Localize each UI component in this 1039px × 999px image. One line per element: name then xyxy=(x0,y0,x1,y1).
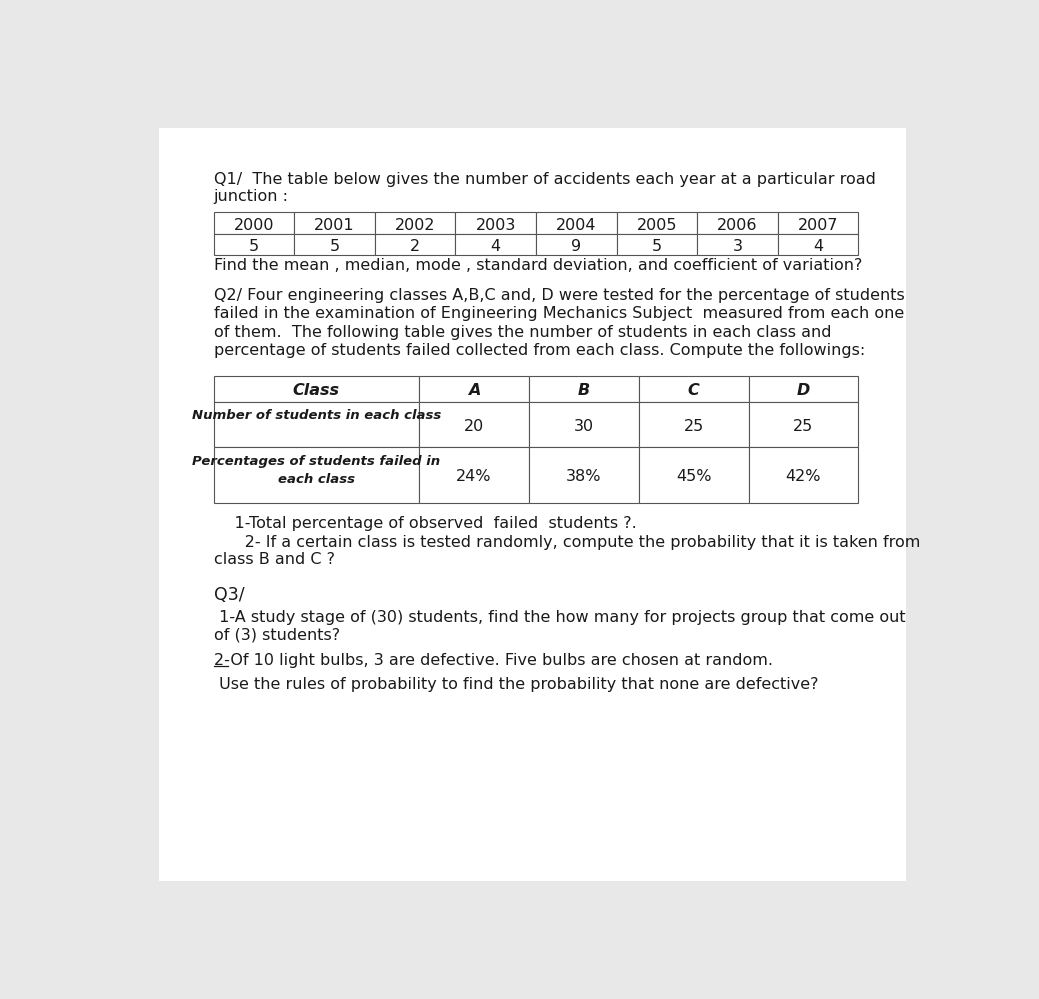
Text: 2004: 2004 xyxy=(556,218,596,233)
Bar xyxy=(214,403,419,448)
Text: A: A xyxy=(468,383,480,398)
Text: failed in the examination of Engineering Mechanics Subject  measured from each o: failed in the examination of Engineering… xyxy=(214,307,904,322)
Bar xyxy=(616,212,697,234)
Text: Class: Class xyxy=(293,383,340,398)
Bar xyxy=(455,234,536,256)
Text: 2005: 2005 xyxy=(637,218,677,233)
Bar xyxy=(778,234,858,256)
Text: 42%: 42% xyxy=(785,469,821,484)
Bar xyxy=(639,376,748,403)
Bar xyxy=(529,448,639,502)
Bar xyxy=(697,234,778,256)
Bar xyxy=(455,212,536,234)
Bar xyxy=(214,234,294,256)
Text: 2-Of 10 light bulbs, 3 are defective. Five bulbs are chosen at random.: 2-Of 10 light bulbs, 3 are defective. Fi… xyxy=(214,652,773,667)
Text: 25: 25 xyxy=(684,419,703,434)
Bar xyxy=(748,403,858,448)
Bar xyxy=(294,234,375,256)
Bar xyxy=(778,212,858,234)
Text: of them.  The following table gives the number of students in each class and: of them. The following table gives the n… xyxy=(214,325,831,340)
Text: 5: 5 xyxy=(651,239,662,254)
Text: 2- If a certain class is tested randomly, compute the probability that it is tak: 2- If a certain class is tested randomly… xyxy=(214,534,920,549)
Bar xyxy=(616,234,697,256)
Bar xyxy=(529,403,639,448)
Text: 2001: 2001 xyxy=(314,218,354,233)
Text: Percentages of students failed in: Percentages of students failed in xyxy=(192,455,441,468)
Text: Q2/ Four engineering classes A,B,C and, D were tested for the percentage of stud: Q2/ Four engineering classes A,B,C and, … xyxy=(214,288,904,303)
Bar xyxy=(748,448,858,502)
Text: 2: 2 xyxy=(410,239,420,254)
Bar xyxy=(748,376,858,403)
Text: 38%: 38% xyxy=(566,469,602,484)
Text: 2000: 2000 xyxy=(234,218,274,233)
Bar xyxy=(214,212,294,234)
Text: 30: 30 xyxy=(574,419,594,434)
Text: D: D xyxy=(797,383,810,398)
Text: each class: each class xyxy=(277,474,354,487)
Text: 4: 4 xyxy=(490,239,501,254)
Text: 2003: 2003 xyxy=(476,218,515,233)
Text: 1-A study stage of (30) students, find the how many for projects group that come: 1-A study stage of (30) students, find t… xyxy=(214,610,905,625)
Text: 2006: 2006 xyxy=(717,218,757,233)
Text: 2007: 2007 xyxy=(798,218,838,233)
Bar xyxy=(214,376,419,403)
Text: junction :: junction : xyxy=(214,189,289,204)
Bar xyxy=(639,403,748,448)
Bar xyxy=(697,212,778,234)
Bar xyxy=(294,212,375,234)
Text: 9: 9 xyxy=(571,239,582,254)
Text: 5: 5 xyxy=(248,239,259,254)
Text: Find the mean , median, mode , standard deviation, and coefficient of variation?: Find the mean , median, mode , standard … xyxy=(214,259,862,274)
Text: 24%: 24% xyxy=(456,469,491,484)
Bar xyxy=(419,448,529,502)
Text: B: B xyxy=(578,383,590,398)
Bar xyxy=(419,403,529,448)
Bar xyxy=(214,448,419,502)
Text: 45%: 45% xyxy=(675,469,712,484)
Text: 2002: 2002 xyxy=(395,218,435,233)
Bar xyxy=(536,234,616,256)
Bar xyxy=(375,234,455,256)
Text: Q3/: Q3/ xyxy=(214,585,244,603)
Text: Q1/  The table below gives the number of accidents each year at a particular roa: Q1/ The table below gives the number of … xyxy=(214,172,876,187)
Text: Number of students in each class: Number of students in each class xyxy=(191,409,441,422)
Text: 5: 5 xyxy=(329,239,340,254)
Bar xyxy=(639,448,748,502)
Text: 3: 3 xyxy=(732,239,743,254)
Text: class B and C ?: class B and C ? xyxy=(214,551,335,566)
Bar xyxy=(529,376,639,403)
Bar xyxy=(419,376,529,403)
Text: 1-Total percentage of observed  failed  students ?.: 1-Total percentage of observed failed st… xyxy=(214,516,636,531)
Text: of (3) students?: of (3) students? xyxy=(214,627,340,642)
Text: 4: 4 xyxy=(812,239,823,254)
Bar xyxy=(375,212,455,234)
Text: 25: 25 xyxy=(794,419,814,434)
Bar xyxy=(536,212,616,234)
Text: percentage of students failed collected from each class. Compute the followings:: percentage of students failed collected … xyxy=(214,344,864,359)
Text: C: C xyxy=(688,383,699,398)
Text: 20: 20 xyxy=(463,419,484,434)
Text: Use the rules of probability to find the probability that none are defective?: Use the rules of probability to find the… xyxy=(214,677,818,692)
